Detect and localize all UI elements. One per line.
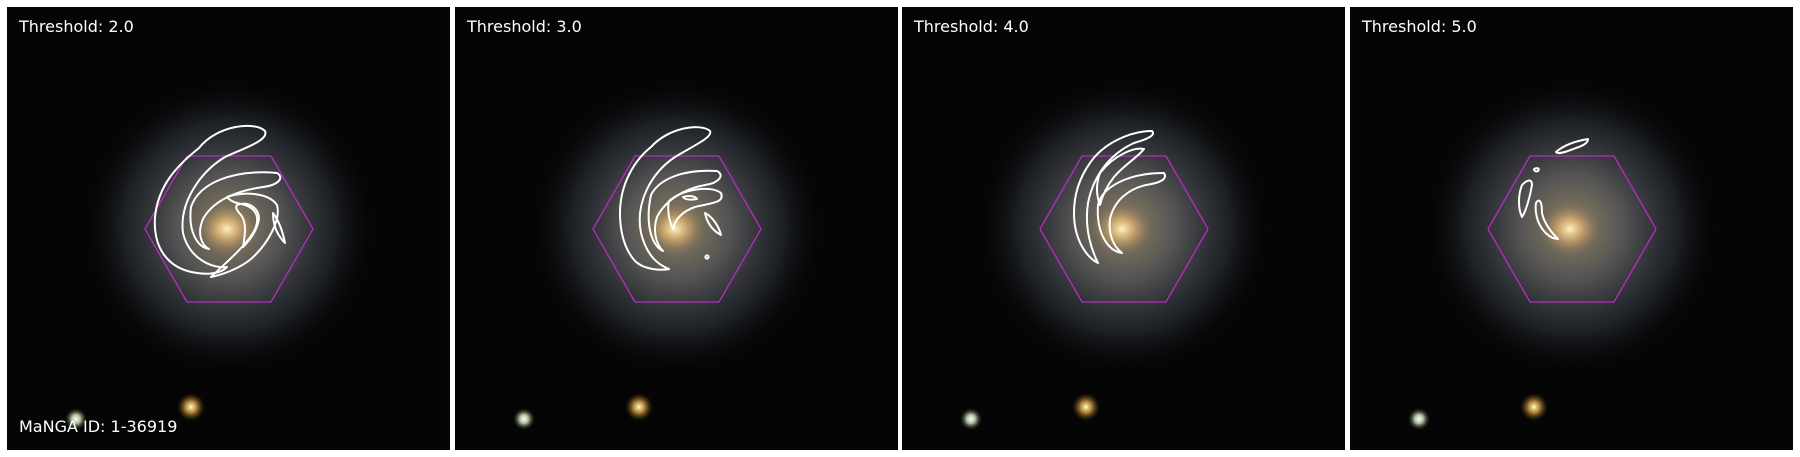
contour-line: [1096, 172, 1166, 254]
contour-line: [1518, 179, 1533, 218]
contour-line: [704, 212, 722, 236]
ifu-hexagon: [592, 155, 762, 303]
contour-set: [1518, 138, 1589, 240]
galaxy-image: [960, 77, 1274, 430]
contour-line: [682, 194, 698, 201]
contour-line: [189, 171, 282, 250]
contour-line: [272, 212, 286, 244]
contour-line: [667, 187, 723, 230]
threshold-label: Threshold: 3.0: [467, 17, 582, 36]
contour-line: [619, 126, 712, 271]
contour-line: [210, 192, 279, 278]
contour-line: [1534, 199, 1559, 240]
contour-line: [704, 254, 710, 260]
manga-id-label: MaNGA ID: 1-36919: [19, 417, 178, 436]
image-panel-threshold-2: Threshold: 2.0 MaNGA ID: 1-36919: [7, 7, 450, 450]
threshold-label: Threshold: 5.0: [1362, 17, 1477, 36]
foreground-star: [513, 408, 535, 430]
threshold-label: Threshold: 4.0: [914, 17, 1029, 36]
foreground-star: [625, 393, 653, 421]
ifu-hexagon: [144, 155, 314, 303]
ifu-hexagon: [1487, 155, 1657, 303]
ifu-hexagon: [1039, 155, 1209, 303]
threshold-label: Threshold: 2.0: [19, 17, 134, 36]
foreground-star: [177, 393, 205, 421]
foreground-star: [960, 408, 982, 430]
contour-set: [1073, 130, 1166, 264]
foreground-star: [65, 408, 87, 430]
galaxy-image: [65, 77, 379, 430]
galaxy-image: [1408, 77, 1722, 430]
image-panel-threshold-5: Threshold: 5.0: [1350, 7, 1793, 450]
foreground-star: [1520, 393, 1548, 421]
contour-line: [1533, 167, 1540, 173]
contour-set: [619, 126, 723, 271]
contour-line: [235, 202, 260, 248]
contour-line: [1073, 130, 1154, 264]
contour-line: [1555, 138, 1589, 155]
galaxy-core: [645, 203, 705, 255]
contour-line: [1096, 147, 1145, 206]
foreground-star: [1072, 393, 1100, 421]
image-panel-threshold-3: Threshold: 3.0: [455, 7, 898, 450]
contour-set: [153, 124, 286, 278]
image-panel-threshold-4: Threshold: 4.0: [902, 7, 1345, 450]
foreground-star: [1408, 408, 1430, 430]
galaxy-image: [513, 77, 827, 430]
contour-line: [153, 124, 267, 275]
galaxy-core: [1540, 203, 1600, 255]
